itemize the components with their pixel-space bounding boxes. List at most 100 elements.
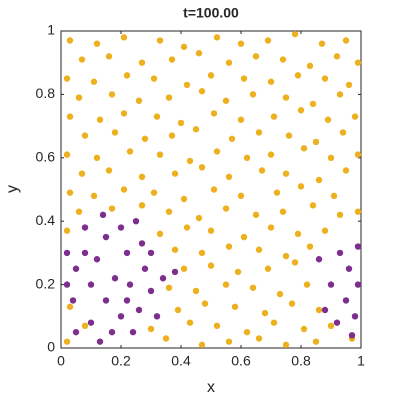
point	[291, 30, 299, 38]
point	[303, 281, 311, 288]
point	[249, 91, 257, 98]
point	[312, 138, 320, 146]
point	[270, 319, 278, 326]
point	[87, 319, 95, 326]
point	[123, 72, 131, 79]
point	[123, 249, 131, 257]
point	[243, 154, 251, 161]
point	[180, 265, 188, 272]
point	[294, 72, 302, 79]
point	[342, 297, 350, 304]
point	[177, 119, 185, 127]
point	[267, 151, 275, 158]
point	[195, 49, 203, 57]
point	[135, 306, 143, 314]
point	[348, 332, 356, 339]
point	[78, 170, 86, 177]
point	[213, 148, 221, 155]
point	[294, 230, 302, 238]
point	[198, 341, 206, 349]
point	[222, 281, 230, 288]
point	[228, 135, 236, 142]
point	[240, 75, 248, 82]
point	[75, 94, 83, 101]
point	[297, 183, 305, 190]
point	[135, 97, 143, 104]
point	[165, 284, 173, 291]
point	[159, 275, 167, 282]
point	[312, 338, 320, 345]
point	[300, 145, 308, 152]
point	[90, 192, 98, 200]
point	[66, 37, 74, 44]
point	[78, 56, 86, 63]
point	[237, 116, 245, 123]
point	[351, 113, 359, 120]
point	[252, 53, 260, 60]
x-tick-label: 0.4	[171, 353, 191, 369]
point	[138, 202, 146, 209]
point	[150, 189, 158, 196]
y-tick-label: 1	[47, 22, 55, 38]
point	[225, 243, 233, 250]
x-tick-label: 1	[357, 353, 365, 369]
point	[93, 154, 101, 161]
point	[309, 100, 317, 108]
point	[342, 167, 350, 174]
point	[117, 313, 125, 320]
point	[69, 297, 77, 304]
point	[168, 56, 176, 63]
point	[345, 81, 353, 89]
point	[120, 34, 128, 41]
point	[354, 151, 362, 158]
x-axis-label: x	[207, 379, 215, 396]
point	[81, 132, 89, 139]
point	[183, 224, 191, 231]
point	[207, 72, 215, 79]
point	[276, 290, 284, 298]
point	[186, 157, 194, 165]
point	[156, 37, 164, 44]
point	[63, 249, 71, 257]
point	[81, 322, 89, 330]
point	[327, 281, 335, 288]
point	[354, 281, 362, 288]
point	[171, 268, 179, 276]
point	[147, 249, 155, 257]
point	[93, 40, 101, 47]
point	[225, 173, 233, 181]
point	[105, 53, 113, 60]
point	[81, 249, 89, 257]
point	[153, 113, 161, 120]
point	[198, 164, 206, 171]
point	[108, 328, 116, 336]
point	[72, 328, 80, 336]
y-tick-label: 0.2	[36, 275, 56, 291]
point	[264, 265, 272, 272]
point	[282, 252, 290, 260]
point	[201, 300, 209, 307]
point	[282, 341, 290, 349]
point	[180, 195, 188, 203]
point	[96, 338, 104, 345]
x-tick-label: 0.2	[111, 353, 131, 369]
point	[336, 91, 344, 98]
point	[138, 240, 146, 247]
point	[120, 110, 128, 117]
point	[99, 211, 107, 219]
point	[102, 297, 110, 304]
point	[153, 313, 161, 320]
point	[66, 303, 74, 310]
point	[222, 205, 230, 212]
point	[237, 192, 245, 200]
point	[336, 249, 344, 257]
point	[213, 322, 221, 330]
point	[198, 88, 206, 95]
point	[327, 322, 335, 330]
point	[279, 56, 287, 63]
x-tick-label: 0	[57, 353, 65, 369]
point	[222, 97, 230, 104]
point	[324, 116, 332, 123]
point	[318, 40, 326, 47]
point	[120, 186, 128, 193]
